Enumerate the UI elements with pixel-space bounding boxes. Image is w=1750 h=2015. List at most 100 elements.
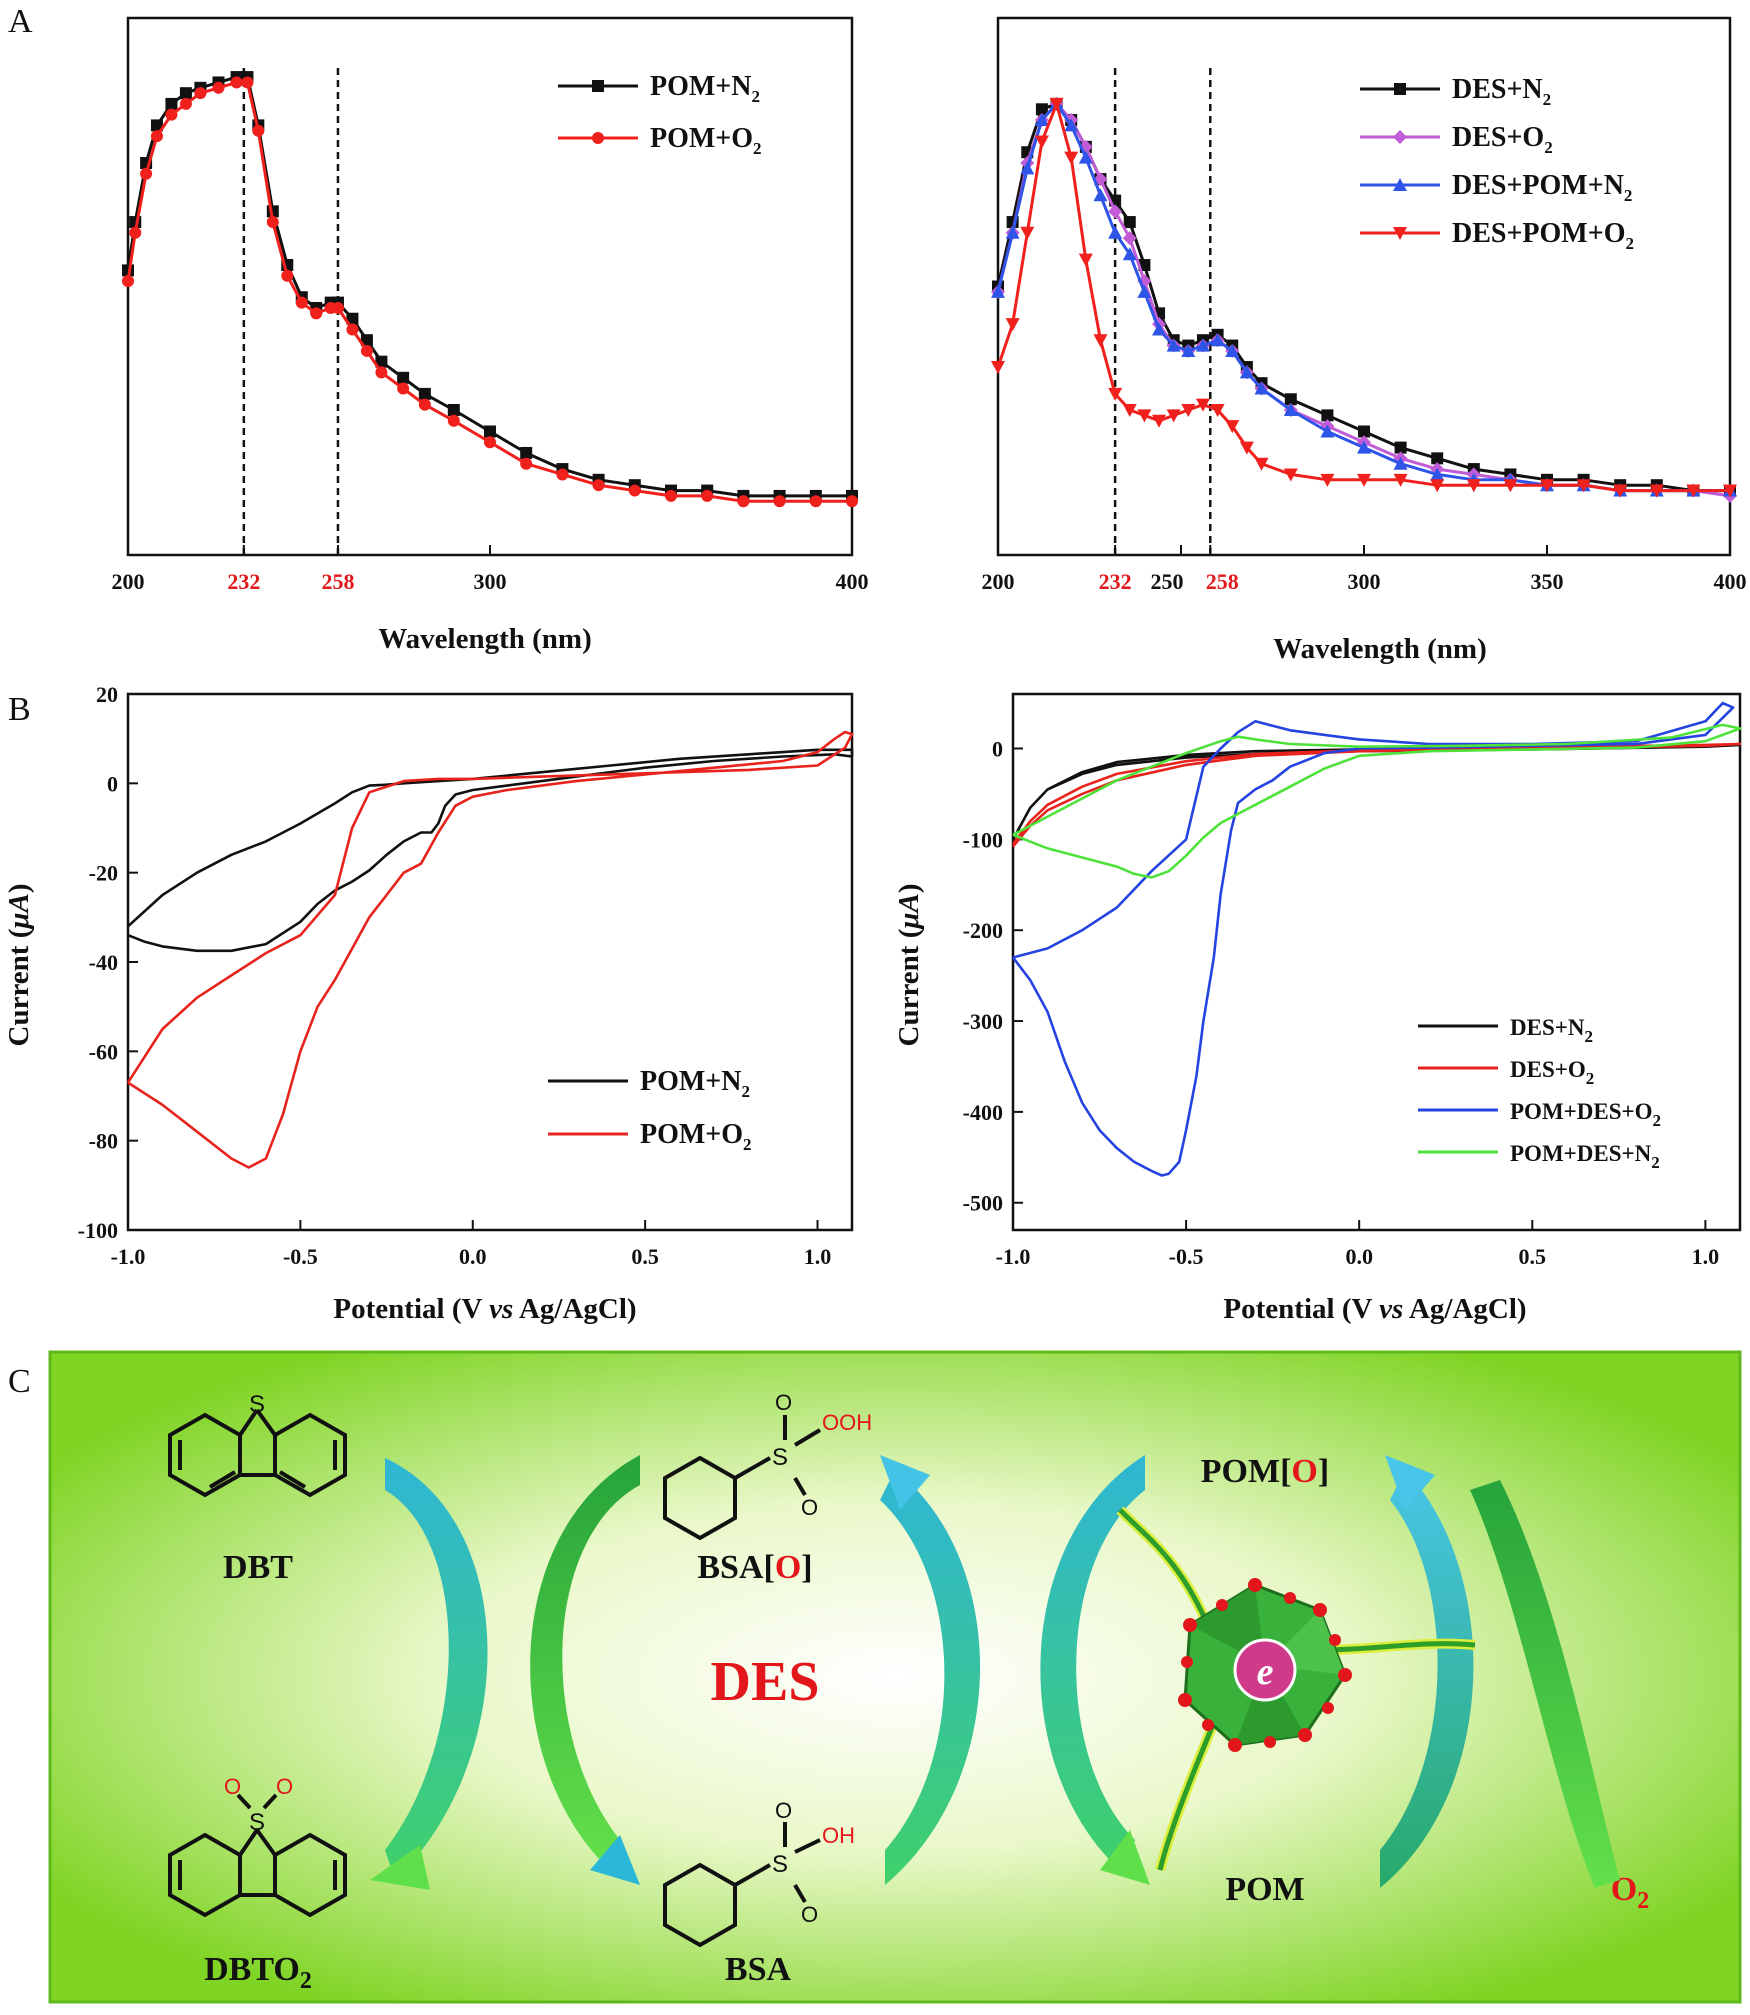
a-right-xtick-label: 258 — [1206, 569, 1239, 594]
bsa-o-oxygen-top: O — [775, 1390, 792, 1415]
bsa-label: BSA — [725, 1951, 792, 1988]
a-right-series-des-pom-o2-point — [1576, 479, 1591, 493]
a-left-series-pom-o2-point — [773, 495, 786, 508]
arrow-o2-curve — [1470, 1480, 1620, 1888]
b-right-xtick-label: 0.5 — [1519, 1244, 1547, 1269]
des-label: DES — [711, 1651, 820, 1713]
a-left-series-pom-n2-point — [150, 119, 163, 132]
a-left-series-pom-o2-point — [129, 226, 142, 239]
a-right-series-des-pom-o2-point — [1540, 479, 1554, 493]
a-left-series-pom-n2-point — [484, 425, 496, 438]
b-right-ytick-label: -500 — [963, 1191, 1003, 1216]
a-right-series-des-n2-point — [1431, 452, 1444, 465]
b-left-xtick-label: 0.0 — [459, 1244, 487, 1269]
uv-vis-chart-des: 200 232 250 258 300 350 400 DES+N2 DES+O2 DES+POM… — [982, 16, 1747, 594]
a-right-series-des-pom-n2-point — [1020, 161, 1035, 175]
a-left-series-pom-o2-line — [126, 80, 852, 503]
b-left-ytick-label: 0 — [107, 771, 118, 796]
a-left-series-pom-o2-point — [360, 344, 373, 357]
a-right-legend-marker — [1393, 227, 1407, 240]
a-left-series-pom-o2-point — [737, 495, 750, 508]
b-right-legend-label: POM+DES+O2 — [1510, 1099, 1661, 1130]
a-left-legend-label: POM+O2 — [650, 123, 762, 158]
bsa-oh-group: OH — [822, 1823, 855, 1848]
a-right-series-des-pom-n2-point — [1093, 188, 1108, 202]
a-left-series-pom-o2-point — [295, 296, 308, 309]
mechanism-schematic: S DBT S O O DBTO2 S O O OOH BS — [48, 1350, 1742, 2004]
dbto2-oxygen-right: O — [276, 1774, 293, 1799]
a-left-series-pom-o2-point — [165, 108, 178, 121]
arrow-pom-to-pom-o — [1380, 1470, 1474, 1888]
b-right-xtick-label: -1.0 — [996, 1244, 1031, 1269]
a-left-series-pom-o2-point — [179, 97, 192, 110]
arrow-bsa-to-bsa-o — [880, 1470, 981, 1885]
a-right-series-des-pom-o2-point — [1078, 253, 1093, 267]
bsa-o-ooh-group: OOH — [822, 1410, 872, 1435]
a-left-series-pom-n2-point — [360, 334, 373, 347]
a-left-series-pom-o2-point — [556, 468, 569, 481]
arrow-pom-to-pom-o-head — [1385, 1455, 1435, 1510]
pom-o-label: POM[O] — [1201, 1453, 1329, 1490]
b-right-legend-label: DES+O2 — [1510, 1057, 1594, 1088]
a-left-xlabel: Wavelength (nm) — [378, 623, 591, 655]
a-right-series-des-pom-n2-point — [1430, 467, 1445, 481]
a-right-xtick-label: 300 — [1348, 569, 1381, 594]
a-right-series-des-pom-o2-point — [1503, 479, 1518, 493]
panel-letter-c: C — [8, 1363, 31, 1400]
a-left-series-pom-o2-point — [846, 495, 858, 508]
dbto2-label: DBTO2 — [204, 1951, 312, 1994]
a-right-series-des-pom-n2-point — [1239, 365, 1254, 379]
b-right-ylabel: Current (μA) — [893, 883, 925, 1046]
a-left-series-pom-o2-point — [592, 479, 605, 492]
bsa-structure — [663, 1822, 821, 1948]
dbt-label: DBT — [223, 1549, 293, 1586]
panel-letter-a: A — [8, 3, 33, 40]
a-left-series-pom-o2-point — [241, 76, 254, 89]
a-left-series-pom-o2-point — [520, 457, 533, 470]
dbt-sulfur-atom: S — [249, 1391, 265, 1418]
a-right-series-des-pom-o2-point — [1020, 226, 1035, 240]
a-right-series-des-n2-point — [1321, 409, 1334, 422]
b-right-series-des-n2-line — [1011, 743, 1742, 841]
a-right-series-des-pom-n2-point — [1181, 343, 1196, 357]
b-left-legend-label: POM+O2 — [640, 1119, 752, 1154]
a-right-series-des-pom-o2-point — [1034, 135, 1049, 149]
b-right-ytick-label: -300 — [963, 1009, 1003, 1034]
a-right-series-des-pom-n2-point — [1166, 338, 1181, 352]
b-right-ytick-label: -400 — [963, 1100, 1003, 1125]
a-right-series-des-pom-o2-point — [1152, 414, 1167, 428]
bsa-o-sulfur: S — [772, 1444, 788, 1471]
electron-symbol: e — [1257, 1651, 1274, 1693]
a-right-series-des-pom-n2-point — [991, 284, 1005, 298]
a-right-series-des-pom-o2-point — [1283, 468, 1298, 482]
dbt-structure — [168, 1408, 347, 1498]
a-right-series-des-pom-o2-point — [1649, 484, 1664, 498]
b-left-ytick-label: -80 — [89, 1129, 118, 1154]
a-left-xtick-label: 232 — [227, 569, 260, 594]
b-right-plot-frame — [1011, 692, 1742, 1232]
a-right-xtick-label: 250 — [1151, 569, 1184, 594]
a-right-series-des-pom-o2-point — [1393, 473, 1408, 487]
a-right-series-des-pom-o2-point — [1225, 420, 1240, 434]
a-left-series-pom-o2-point — [150, 130, 163, 143]
a-right-series-des-pom-o2-point — [1686, 484, 1701, 498]
a-right-series-des-pom-o2-point — [1320, 473, 1335, 487]
dbto2-sulfur-atom: S — [249, 1809, 265, 1836]
b-right-series-pom-des-n2-line — [1012, 723, 1742, 879]
bsa-oxygen-top: O — [775, 1798, 792, 1823]
a-left-xtick-label: 400 — [836, 569, 869, 594]
a-right-series-des-pom-n2-point — [1254, 381, 1269, 395]
a-right-series-des-pom-o2-point — [1093, 334, 1108, 348]
a-right-series-des-pom-o2-point — [1723, 484, 1737, 498]
a-right-legend-marker — [1394, 83, 1406, 95]
a-right-series-des-pom-n2-point — [1320, 424, 1335, 438]
a-right-legend-label: DES+N2 — [1452, 74, 1551, 109]
a-right-legend-label: DES+O2 — [1452, 122, 1553, 157]
a-right-series-des-pom-o2-point — [1466, 479, 1481, 493]
a-right-series-des-pom-o2-point — [1137, 409, 1152, 423]
a-right-series-des-pom-n2-point — [1393, 456, 1408, 470]
a-right-series-des-pom-o2-point — [1122, 404, 1137, 418]
a-left-series-pom-o2-point — [230, 76, 243, 89]
schematic-background — [48, 1350, 1742, 2004]
